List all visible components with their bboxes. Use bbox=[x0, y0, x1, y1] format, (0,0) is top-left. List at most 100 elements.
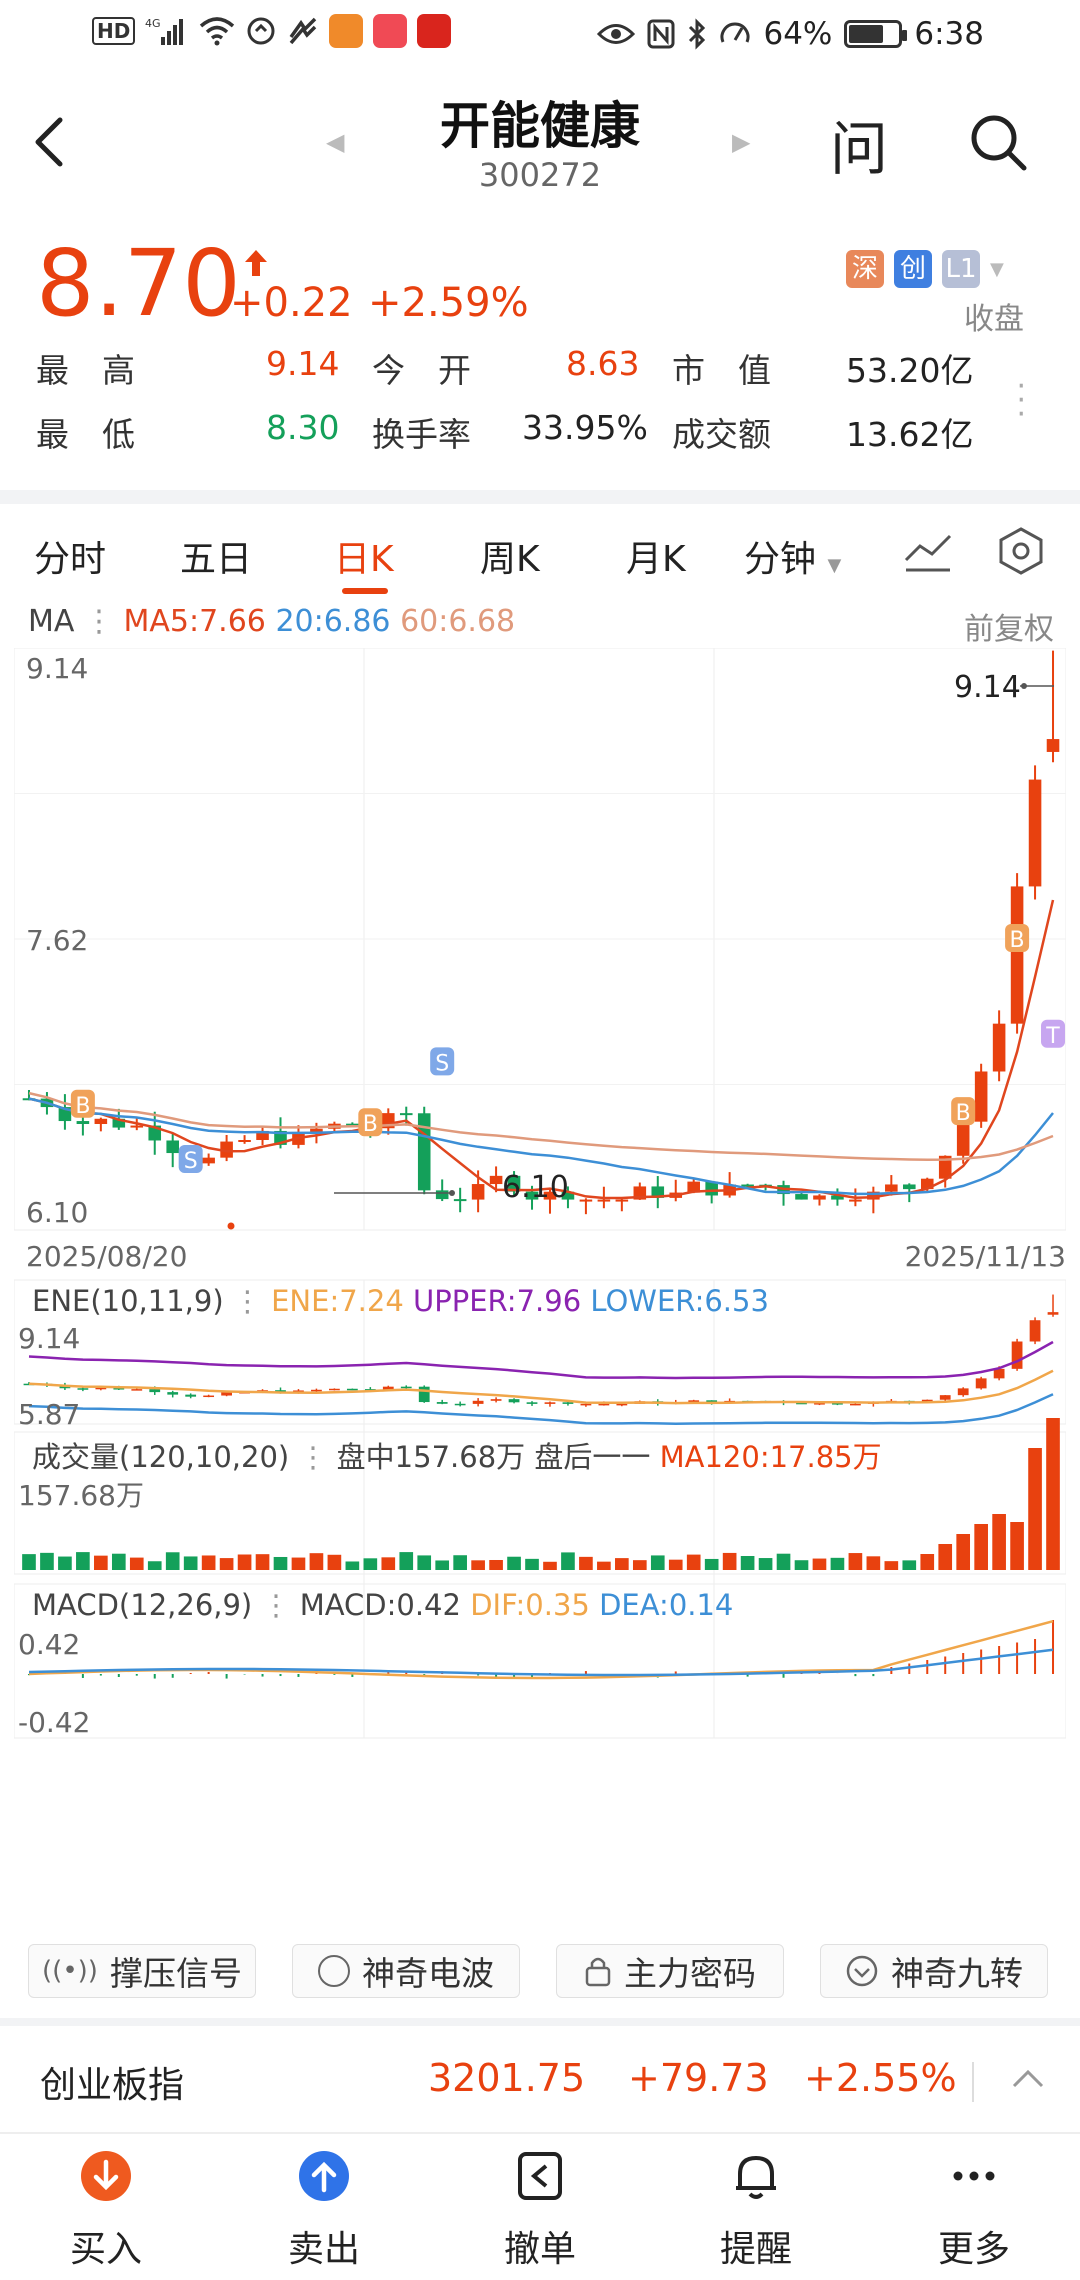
prev-stock-icon[interactable]: ◀ bbox=[326, 128, 345, 156]
tab-intraday[interactable]: 分时 bbox=[34, 539, 107, 580]
candle-body bbox=[956, 1121, 970, 1156]
app-icon-red bbox=[417, 14, 452, 48]
chevron-down-icon[interactable]: ▼ bbox=[990, 258, 1004, 280]
volume-bar bbox=[363, 1558, 378, 1570]
ene-candle-body bbox=[382, 1386, 394, 1390]
next-stock-icon[interactable]: ▶ bbox=[732, 128, 751, 156]
candle-body bbox=[885, 1184, 898, 1192]
more-dots-icon[interactable]: · · · bbox=[1016, 369, 1026, 432]
volume-bar bbox=[201, 1555, 216, 1570]
volume-bar bbox=[848, 1553, 863, 1570]
open-label: 今 开 bbox=[372, 351, 471, 390]
index-bar[interactable]: 创业板指 3201.75 +79.73 +2.55% bbox=[0, 2026, 1080, 2134]
buy-button[interactable]: 买入 bbox=[36, 2148, 176, 2272]
ene-candle-body bbox=[472, 1400, 484, 1404]
bluetooth-icon bbox=[689, 18, 706, 50]
ene-y-bot: 5.87 bbox=[18, 1398, 81, 1431]
status-icons: HD 4G bbox=[92, 14, 452, 48]
more-button[interactable]: 更多 bbox=[904, 2148, 1044, 2272]
volume-bar bbox=[1028, 1448, 1042, 1570]
volume-bar bbox=[129, 1557, 144, 1570]
buy-icon bbox=[81, 2151, 131, 2201]
volume-bar bbox=[345, 1561, 360, 1570]
volume-bar bbox=[453, 1555, 467, 1570]
volume-bar bbox=[704, 1558, 719, 1570]
tab-monthly-k[interactable]: 月K bbox=[626, 539, 686, 580]
ask-button[interactable]: 问 bbox=[830, 115, 889, 183]
section-divider bbox=[0, 490, 1080, 504]
wave-icon bbox=[318, 1955, 350, 1987]
check-circle-icon bbox=[846, 1955, 878, 1987]
status-bar: HD 4G bbox=[0, 0, 1080, 72]
candle-body bbox=[561, 1191, 575, 1200]
ene-legend: ENE(10,11,9) ⋮ ENE:7.24 UPPER:7.96 LOWER… bbox=[32, 1284, 769, 1318]
volume-bar bbox=[1046, 1418, 1060, 1570]
magic-nine-button[interactable]: 神奇九转 bbox=[820, 1944, 1048, 1998]
volume-bar bbox=[884, 1561, 899, 1570]
volume-bar bbox=[22, 1554, 36, 1570]
candle-body bbox=[166, 1140, 179, 1154]
candle-body bbox=[597, 1199, 611, 1202]
main-force-code-button[interactable]: 主力密码 bbox=[556, 1944, 784, 1998]
ene-candle-body bbox=[113, 1387, 125, 1390]
speed-icon bbox=[720, 22, 750, 43]
stock-name: 开能健康 bbox=[440, 97, 640, 155]
candle-body bbox=[741, 1184, 754, 1187]
signal-marker bbox=[1005, 924, 1030, 952]
tab-weekly-k[interactable]: 周K bbox=[480, 539, 540, 580]
candle-body bbox=[435, 1190, 449, 1200]
volume-bar bbox=[471, 1560, 485, 1570]
chevron-up-icon[interactable] bbox=[1010, 2066, 1046, 2090]
candle-body bbox=[903, 1184, 916, 1190]
4g-signal-icon: 4G bbox=[145, 17, 184, 45]
settings-hex-icon[interactable] bbox=[996, 526, 1046, 576]
price-change-pct: +2.59% bbox=[368, 280, 529, 326]
signal-marker-letter: B bbox=[363, 1112, 378, 1137]
ene-candle-body bbox=[921, 1399, 933, 1402]
ene-upper: UPPER:7.96 bbox=[413, 1284, 582, 1318]
tab-five-day[interactable]: 五日 bbox=[180, 539, 253, 580]
tab-daily-k[interactable]: 日K bbox=[334, 539, 394, 580]
tab-minute[interactable]: 分钟 ▼ bbox=[744, 539, 842, 580]
kline-chart[interactable]: S B S B B B T bbox=[14, 648, 1066, 1948]
support-resistance-button[interactable]: ((•)) 撑压信号 bbox=[28, 1944, 256, 1998]
draw-line-icon[interactable] bbox=[902, 530, 954, 574]
search-icon[interactable] bbox=[966, 110, 1030, 174]
signal-marker-letter: B bbox=[75, 1094, 90, 1119]
signal-marker-letter: T bbox=[1045, 1024, 1060, 1049]
quote-panel: 8.70 +0.22 +2.59% 深 创 L1 ▼ 收盘 最 高 9.14 今… bbox=[0, 230, 1080, 490]
candle-body bbox=[831, 1195, 844, 1200]
back-icon[interactable] bbox=[30, 112, 70, 172]
ene-candle-body bbox=[221, 1392, 232, 1396]
chart-area[interactable]: S B S B B B T 9.14 7.62 6.10 2025/08/20 2025/1… bbox=[14, 648, 1066, 1948]
magic-wave-button[interactable]: 神奇电波 bbox=[292, 1944, 520, 1998]
candle-body bbox=[346, 1123, 359, 1126]
volume-bar bbox=[956, 1534, 971, 1570]
candle-body bbox=[992, 1023, 1006, 1072]
status-right: 64% 6:38 bbox=[597, 16, 984, 52]
cancel-order-button[interactable]: 撤单 bbox=[470, 2148, 610, 2272]
high-label: 最 高 bbox=[36, 351, 135, 390]
candle-body bbox=[417, 1113, 431, 1191]
kline-y-bot: 6.10 bbox=[26, 1196, 89, 1229]
sell-button[interactable]: 卖出 bbox=[254, 2148, 394, 2272]
macd-dea: DEA:0.14 bbox=[599, 1588, 734, 1622]
volume-bar bbox=[561, 1552, 575, 1570]
app-icon-orange bbox=[329, 14, 364, 48]
ene-lower: LOWER:6.53 bbox=[590, 1284, 769, 1318]
stock-header: ◀ 开能健康 300272 ▶ 问 bbox=[0, 72, 1080, 212]
adjust-mode[interactable]: 前复权 bbox=[964, 612, 1054, 647]
turnover-label: 换手率 bbox=[372, 415, 471, 454]
volume-bar bbox=[489, 1559, 503, 1570]
ene-candle-body bbox=[688, 1400, 700, 1403]
ma60-value: 60:6.68 bbox=[400, 604, 516, 639]
low-dot bbox=[449, 1190, 455, 1196]
signal-marker-letter: S bbox=[184, 1149, 198, 1174]
ene-candle-body bbox=[185, 1394, 197, 1397]
candle-body bbox=[579, 1199, 593, 1202]
alert-button[interactable]: 提醒 bbox=[686, 2148, 826, 2272]
ene-candle-body bbox=[993, 1368, 1005, 1379]
level1-badge[interactable]: L1 bbox=[942, 250, 980, 288]
candle-body bbox=[525, 1191, 539, 1200]
macd-value: MACD:0.42 bbox=[299, 1588, 461, 1622]
